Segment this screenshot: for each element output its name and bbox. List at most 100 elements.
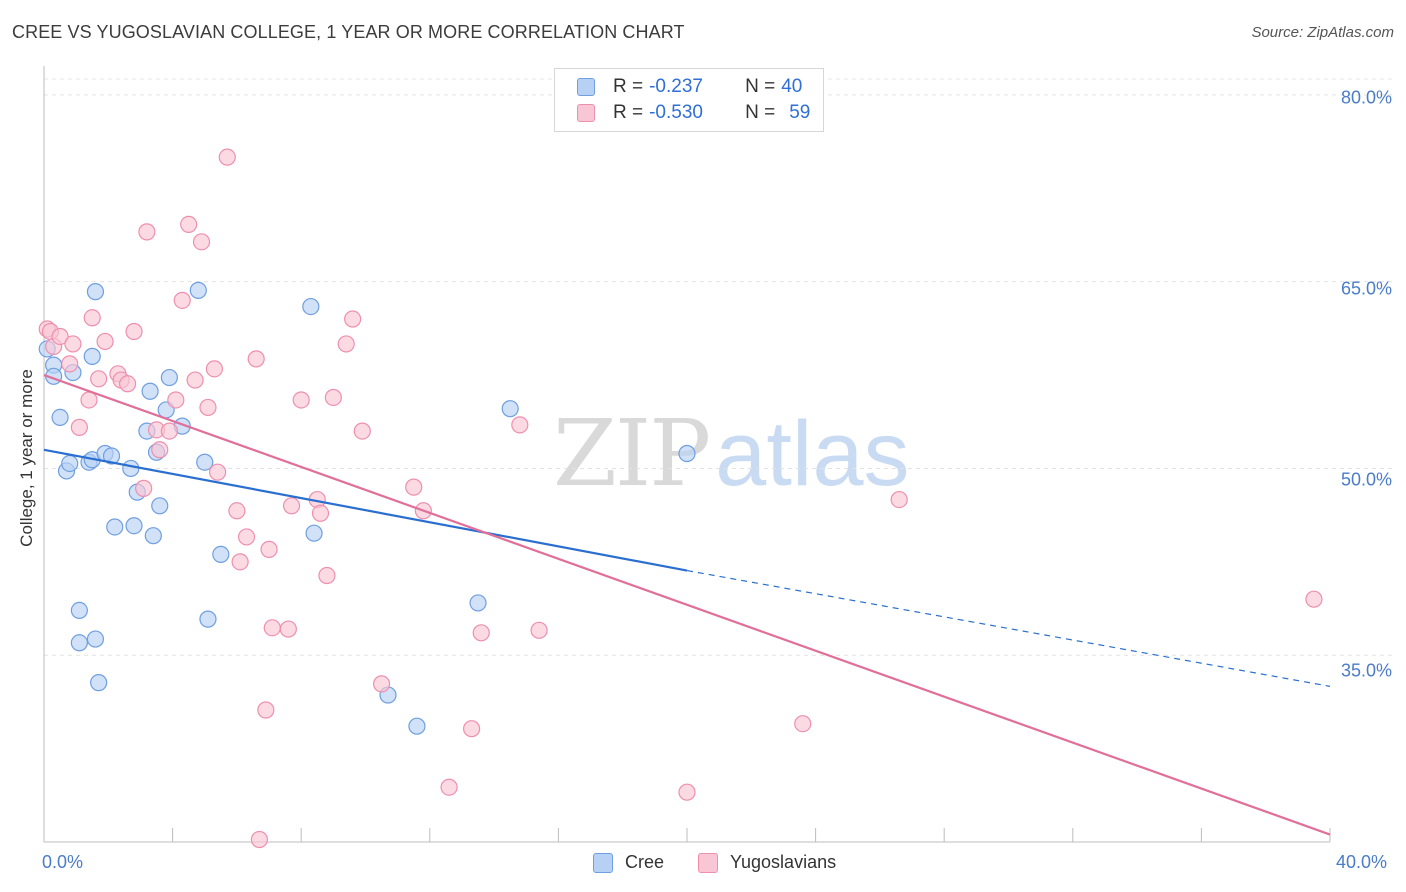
cree-point [199,610,217,628]
yugoslavians-point [311,504,330,522]
x-tick-label-max: 40.0% [1336,852,1388,872]
cree-point [86,283,105,301]
yugoslavians-point [279,620,297,638]
legend-n-value: 59 [789,102,811,123]
cree-point [70,601,88,620]
yugoslavians-point [125,322,143,341]
cree-point [125,517,143,535]
yugoslavians-point [292,391,310,409]
legend-r-label: R = [613,102,644,123]
series-swatch-cree [593,852,613,873]
yugoslavians-point [205,360,223,378]
cree-point [196,453,214,471]
cree-point [678,444,696,463]
yugoslavians-point [1305,590,1323,608]
yugoslavians-point [80,391,98,409]
cree-point [122,459,140,478]
cree-point [86,630,105,648]
cree-trend-line [43,448,688,572]
legend-n-value: 40 [781,76,803,97]
yugoslavians-point [199,398,217,417]
yugoslavians-point [70,418,88,436]
yugoslavians-point [337,335,355,353]
yugoslavians-point [180,215,198,233]
cree-point [408,717,426,735]
yugoslavians-point [173,291,191,309]
legend-n-label: N = [745,102,776,123]
series-label-cree: Cree [625,852,665,872]
yugoslavians-point [231,553,249,571]
series-legend-cree[interactable]: Cree [593,852,664,873]
legend-swatch-cree [577,78,595,96]
cree-point [302,297,320,316]
yugoslavians-point [186,371,204,389]
yugoslavians-point [83,309,101,327]
yugoslavians-point [530,621,548,639]
cree-point [305,524,323,542]
yugoslavians-point [794,715,812,733]
cree-point [51,408,69,426]
y-tick-label-80: 80.0% [1340,87,1392,108]
legend-r-value: -0.237 [649,76,703,97]
yugoslavians-point [118,375,137,393]
cree-point [151,497,169,515]
source-credit: Source: ZipAtlas.com [1251,24,1394,41]
correlation-legend: R = -0.237 N = 40 R = -0.530 N = 59 [554,68,824,132]
y-tick-label-65: 65.0% [1340,278,1392,299]
cree-point [469,594,487,612]
legend-r-value: -0.530 [649,102,703,123]
yugoslavians-point [282,497,301,515]
x-tick-label-min: 0.0% [42,852,84,872]
watermark-atlas: atlas [715,403,910,505]
yugoslavians-point [318,566,336,585]
cree-point [501,400,519,418]
yugoslavians-point [192,233,211,251]
yugoslavians-point [372,675,391,693]
yugoslavians-point [263,619,281,637]
yugoslavians-point [64,335,82,353]
y-tick-label-50: 50.0% [1340,469,1392,490]
y-axis-label: College, 1 year or more [17,369,36,547]
yugoslavians-point [353,422,371,440]
yugoslavians-point [51,327,69,346]
series-legend-yugoslavians[interactable]: Yugoslavians [698,852,836,873]
yugoslavians-point [228,502,246,520]
yugoslavians-point [405,478,423,496]
legend-r-label: R = [613,76,644,97]
yugoslavians-point [472,624,490,642]
y-tick-label-35: 35.0% [1340,660,1392,681]
cree-point [70,634,88,652]
yugoslavians-point [511,416,529,434]
yugoslavians-point [344,310,362,328]
yugoslavians-point [890,490,908,509]
yugoslavians-point [250,830,269,849]
yugoslavians-point [90,370,108,388]
legend-row-cree: R = -0.237 N = 40 [577,74,802,100]
cree-point [189,281,207,299]
legend-row-yugoslavians: R = -0.530 N = 59 [577,100,810,126]
yugoslavians-point [96,332,114,351]
yugoslavians-point [440,778,458,796]
yugoslavians-point [167,391,185,409]
cree-point [106,518,124,536]
cree-point [102,447,121,465]
legend-swatch-yugoslavians [577,104,595,122]
yugoslavians-trend-line [43,374,1331,836]
chart-title: CREE VS YUGOSLAVIAN COLLEGE, 1 YEAR OR M… [12,22,685,42]
cree-point [160,368,178,387]
yugoslavians-point [237,528,256,546]
cree-point [144,527,162,545]
series-legend: Cree Yugoslavians [593,852,870,873]
yugoslavians-point [678,783,696,801]
yugoslavians-point [160,422,178,440]
yugoslavians-point [151,441,169,459]
legend-n-label: N = [745,76,776,97]
cree-point [141,382,159,400]
yugoslavians-point [247,350,265,368]
cree-point [83,347,101,365]
yugoslavians-point [218,148,236,166]
yugoslavians-point [135,479,153,497]
yugoslavians-point [138,223,156,241]
yugoslavians-point [462,720,481,738]
